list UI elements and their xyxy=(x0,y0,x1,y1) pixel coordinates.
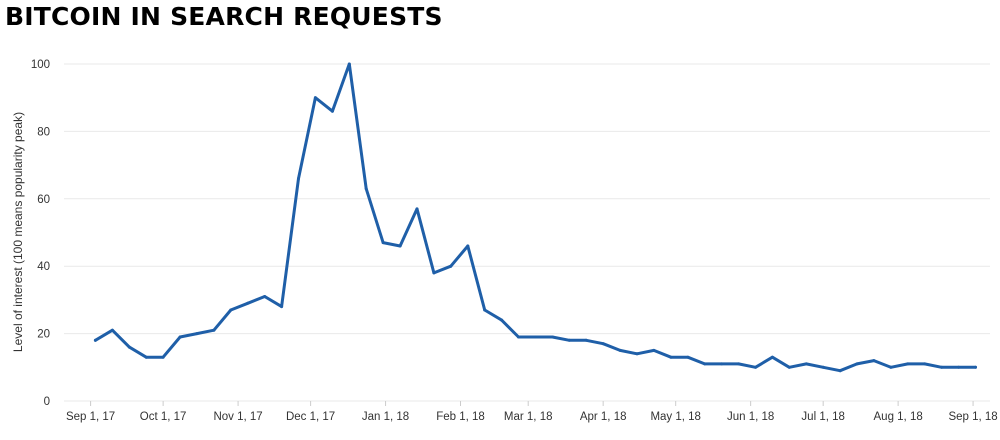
data-point xyxy=(940,365,944,369)
data-point xyxy=(415,207,419,211)
data-point xyxy=(432,271,436,275)
x-tick-label: Jul 1, 18 xyxy=(801,411,844,423)
data-point xyxy=(347,62,351,66)
data-point xyxy=(297,177,300,181)
x-tick-label: Apr 1, 18 xyxy=(580,411,627,423)
y-tick-label: 60 xyxy=(37,194,50,206)
y-tick-label: 80 xyxy=(37,126,50,138)
data-point xyxy=(195,332,199,336)
data-point xyxy=(449,264,453,268)
data-point xyxy=(567,338,571,342)
data-point xyxy=(534,335,537,339)
data-point xyxy=(754,365,757,369)
data-point xyxy=(246,301,250,305)
data-point xyxy=(584,338,588,342)
data-point xyxy=(398,244,402,248)
y-tick-label: 40 xyxy=(37,261,50,273)
data-point xyxy=(110,328,114,332)
data-point xyxy=(466,244,470,248)
data-point xyxy=(703,362,707,366)
x-tick-label: Feb 1, 18 xyxy=(436,411,485,423)
data-point xyxy=(889,365,893,369)
data-point xyxy=(635,352,639,356)
data-point xyxy=(601,342,605,346)
x-tick-label: Oct 1, 17 xyxy=(140,411,187,423)
x-tick-label: Jan 1, 18 xyxy=(362,411,409,423)
x-tick-label: May 1, 18 xyxy=(650,411,701,423)
data-point xyxy=(161,355,165,359)
y-axis-title: Level of interest (100 means popularity … xyxy=(11,112,25,352)
series-line-0 xyxy=(93,62,977,373)
y-tick-label: 0 xyxy=(44,396,50,408)
data-point xyxy=(483,308,487,312)
data-point xyxy=(787,365,791,369)
x-tick-label: Sep 1, 18 xyxy=(948,411,997,423)
data-point xyxy=(804,362,808,366)
data-point xyxy=(313,96,317,100)
data-point xyxy=(212,328,216,332)
x-tick-label: Mar 1, 18 xyxy=(504,411,553,423)
data-point xyxy=(381,241,385,245)
data-point xyxy=(838,369,842,373)
data-point xyxy=(550,335,554,339)
x-tick-label: Jun 1, 18 xyxy=(727,411,774,423)
data-point xyxy=(974,365,977,369)
data-point xyxy=(364,187,368,191)
data-point xyxy=(906,362,910,366)
data-point xyxy=(720,362,724,366)
data-point xyxy=(263,295,267,298)
data-point xyxy=(618,348,622,352)
data-point xyxy=(821,365,825,369)
data-point xyxy=(669,355,673,359)
data-point xyxy=(517,335,520,339)
data-point xyxy=(957,365,961,369)
data-point xyxy=(686,355,690,359)
chart-title: BITCOIN IN SEARCH REQUESTS xyxy=(5,2,443,31)
x-axis-ticks: Sep 1, 17 Oct 1, 17 Nov 1, 17 Dec 1, 17 Jan … xyxy=(66,401,998,423)
x-tick-label: Dec 1, 17 xyxy=(286,411,335,423)
y-tick-label: 100 xyxy=(31,59,50,71)
data-point xyxy=(737,362,741,366)
data-point xyxy=(280,305,284,309)
y-axis-ticks: 0 20 40 60 80 100 xyxy=(31,59,50,408)
x-tick-label: Nov 1, 17 xyxy=(213,411,262,423)
data-point xyxy=(770,355,774,359)
data-point xyxy=(855,362,859,366)
data-point xyxy=(93,338,97,342)
data-point xyxy=(144,355,148,359)
data-point xyxy=(652,348,656,352)
x-tick-label: Aug 1, 18 xyxy=(874,411,923,423)
data-point xyxy=(178,335,182,339)
data-point xyxy=(330,109,334,113)
grid-lines xyxy=(64,63,990,402)
data-point xyxy=(872,359,876,363)
data-point xyxy=(229,308,233,312)
data-point xyxy=(127,345,131,349)
y-tick-label: 20 xyxy=(37,329,50,341)
data-point xyxy=(923,362,927,366)
data-point xyxy=(500,318,504,322)
series-layer xyxy=(93,62,977,373)
x-tick-label: Sep 1, 17 xyxy=(66,411,115,423)
